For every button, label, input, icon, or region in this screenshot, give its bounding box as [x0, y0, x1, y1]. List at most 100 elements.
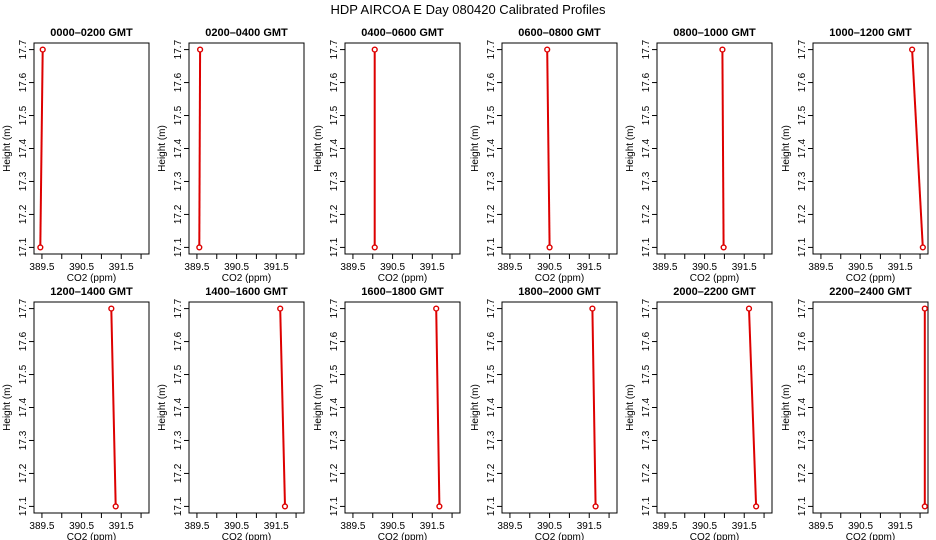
x-axis-label: CO2 (ppm)	[67, 532, 116, 540]
data-point	[108, 305, 115, 312]
data-point	[197, 46, 204, 53]
y-tick-label: 17.5	[18, 364, 29, 384]
profile-line	[198, 49, 202, 248]
y-tick-label: 17.5	[797, 105, 808, 125]
plot-frame	[188, 42, 305, 255]
y-tick-label: 17.3	[329, 430, 340, 450]
x-tick-label: 390.5	[692, 262, 717, 273]
y-axis-label: Height (m)	[470, 125, 481, 172]
y-tick-label: 17.5	[797, 364, 808, 384]
profile-line	[279, 308, 286, 507]
y-tick-label: 17.7	[641, 298, 652, 318]
data-point	[719, 46, 726, 53]
y-tick-label: 17.3	[18, 430, 29, 450]
y-tick-label: 17.2	[173, 463, 184, 483]
profile-line	[39, 49, 44, 248]
panel: 0000–0200 GMT 389.5 390.5 391.5 17.1 17.2 17.3…	[2, 27, 150, 284]
y-tick-label: 17.4	[173, 138, 184, 158]
x-tick-label: 390.5	[848, 262, 873, 273]
data-point	[720, 244, 727, 251]
x-axis-label: CO2 (ppm)	[535, 273, 584, 284]
x-axis-label: CO2 (ppm)	[378, 273, 427, 284]
y-tick-label: 17.2	[486, 204, 497, 224]
plot-frame	[344, 301, 461, 514]
y-tick-label: 17.7	[173, 39, 184, 59]
panel-title: 2200–2400 GMT	[829, 286, 912, 298]
x-tick-label: 391.5	[577, 521, 602, 532]
y-axis-label: Height (m)	[313, 125, 324, 172]
plot-frame	[656, 42, 773, 255]
x-tick-label: 391.5	[420, 521, 445, 532]
x-tick-label: 390.5	[69, 262, 94, 273]
y-tick-label: 17.6	[486, 331, 497, 351]
y-tick-label: 17.2	[486, 463, 497, 483]
y-tick-label: 17.3	[173, 430, 184, 450]
y-tick-label: 17.5	[486, 105, 497, 125]
panel: 0600–0800 GMT 389.5 390.5 391.5 17.1 17.2 17.3…	[470, 27, 618, 284]
y-tick-label: 17.1	[329, 237, 340, 257]
y-axis-label: Height (m)	[157, 384, 168, 431]
y-tick-label: 17.7	[486, 39, 497, 59]
y-tick-label: 17.4	[486, 138, 497, 158]
y-tick-label: 17.1	[797, 237, 808, 257]
x-tick-label: 390.5	[537, 262, 562, 273]
y-tick-label: 17.4	[329, 138, 340, 158]
x-tick-label: 389.5	[184, 521, 209, 532]
y-tick-label: 17.4	[797, 397, 808, 417]
y-tick-label: 17.4	[329, 397, 340, 417]
profile-line	[546, 49, 551, 248]
y-tick-label: 17.5	[173, 105, 184, 125]
plot-frame	[501, 42, 618, 255]
y-tick-label: 17.1	[486, 237, 497, 257]
y-tick-label: 17.2	[797, 463, 808, 483]
y-tick-label: 17.6	[641, 72, 652, 92]
y-tick-label: 17.3	[486, 430, 497, 450]
data-point	[39, 46, 46, 53]
y-tick-label: 17.6	[797, 72, 808, 92]
x-tick-label: 389.5	[29, 262, 54, 273]
plot-frame	[812, 301, 929, 514]
y-tick-label: 17.3	[329, 171, 340, 191]
data-point	[436, 503, 443, 510]
y-tick-label: 17.3	[641, 430, 652, 450]
data-point	[745, 305, 753, 312]
panel: 0400–0600 GMT 389.5 390.5 391.5 17.1 17.2 17.3…	[313, 27, 461, 284]
plot-frame	[812, 42, 929, 255]
x-tick-label: 389.5	[340, 262, 365, 273]
y-axis-label: Height (m)	[157, 125, 168, 172]
panel-title: 0200–0400 GMT	[205, 27, 288, 39]
x-tick-label: 389.5	[652, 262, 677, 273]
y-tick-label: 17.7	[486, 298, 497, 318]
profile-line	[911, 49, 924, 248]
y-tick-label: 17.6	[329, 72, 340, 92]
y-axis-label: Height (m)	[313, 384, 324, 431]
x-tick-label: 391.5	[264, 521, 289, 532]
panel-title: 0800–1000 GMT	[673, 27, 756, 39]
panel-title: 2000–2200 GMT	[673, 286, 756, 298]
y-axis-label: Height (m)	[781, 125, 792, 172]
x-axis-label: CO2 (ppm)	[846, 273, 895, 284]
data-point	[112, 503, 119, 510]
panel: 0200–0400 GMT 389.5 390.5 391.5 17.1 17.2 17.3…	[157, 27, 305, 284]
x-axis-label: CO2 (ppm)	[222, 273, 271, 284]
y-tick-label: 17.4	[486, 397, 497, 417]
data-point	[371, 244, 378, 251]
x-tick-label: 391.5	[888, 262, 913, 273]
data-point	[921, 503, 928, 510]
y-tick-label: 17.7	[18, 298, 29, 318]
y-tick-label: 17.1	[18, 237, 29, 257]
y-tick-label: 17.4	[18, 397, 29, 417]
y-axis-label: Height (m)	[2, 384, 13, 431]
profile-line	[748, 308, 758, 507]
x-tick-label: 389.5	[29, 521, 54, 532]
y-tick-label: 17.7	[641, 39, 652, 59]
plot-frame	[344, 42, 461, 255]
y-tick-label: 17.1	[641, 237, 652, 257]
panel-grid: 0000–0200 GMT 389.5 390.5 391.5 17.1 17.2 17.3…	[2, 27, 929, 540]
panel: 1800–2000 GMT 389.5 390.5 391.5 17.1 17.2 17.3…	[470, 286, 618, 540]
x-tick-label: 391.5	[109, 262, 134, 273]
y-tick-label: 17.5	[641, 364, 652, 384]
y-tick-label: 17.4	[641, 138, 652, 158]
y-tick-label: 17.6	[173, 331, 184, 351]
plot-frame	[188, 301, 305, 514]
